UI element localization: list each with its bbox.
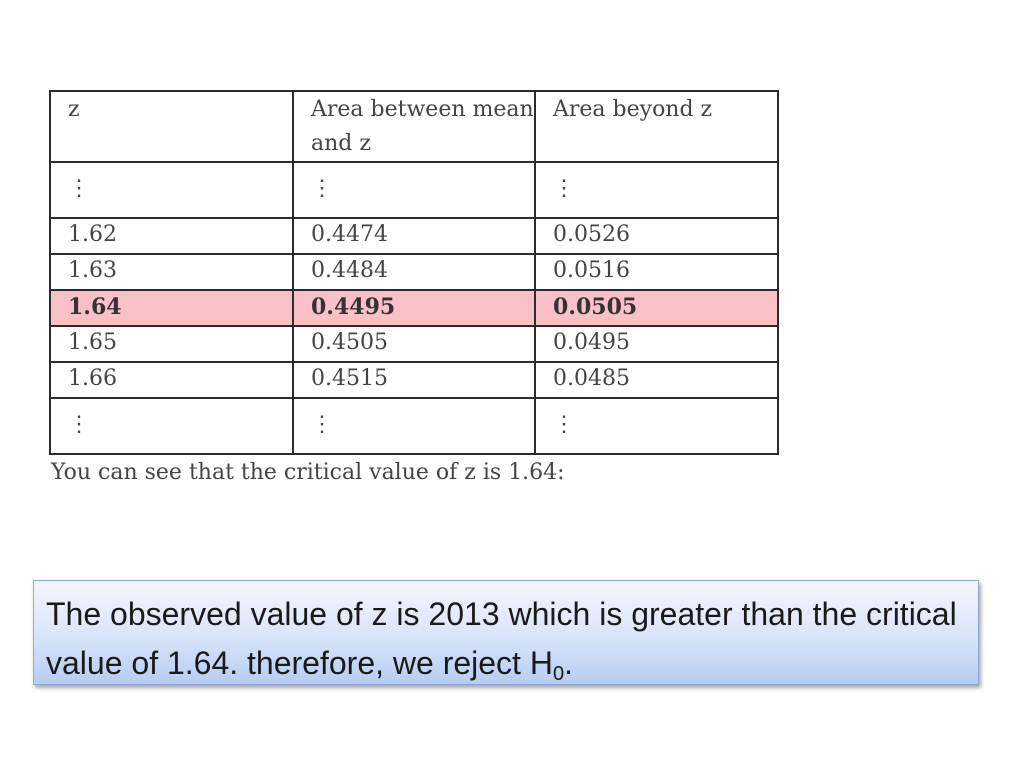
cell-z: 1.66 bbox=[49, 361, 294, 399]
table-caption: You can see that the critical value of z… bbox=[51, 460, 565, 485]
table-row: 1.62 0.4474 0.0526 bbox=[49, 217, 779, 255]
z-table: z Area between mean and z Area beyond z … bbox=[49, 90, 779, 455]
conclusion-end: . bbox=[564, 645, 573, 681]
cell-z: 1.63 bbox=[49, 253, 294, 291]
ellipsis-mark: ⋮ bbox=[311, 176, 333, 201]
cell-area-beyond: 0.0516 bbox=[534, 253, 779, 291]
conclusion-text: The observed value of z is 2013 which is… bbox=[46, 596, 957, 681]
cell-area-beyond: 0.0495 bbox=[534, 325, 779, 363]
cell-area-beyond: 0.0505 bbox=[534, 289, 779, 327]
ellipsis-mark: ⋮ bbox=[553, 412, 575, 437]
ellipsis-mark: ⋮ bbox=[553, 176, 575, 201]
header-z: z bbox=[49, 90, 294, 163]
cell-area-between: 0.4505 bbox=[292, 325, 536, 363]
cell-area-between: 0.4515 bbox=[292, 361, 536, 399]
table-row: 1.63 0.4484 0.0516 bbox=[49, 253, 779, 291]
cell-area-beyond: 0.0526 bbox=[534, 217, 779, 255]
ellipsis-cell: ⋮ bbox=[292, 161, 536, 219]
conclusion-box: The observed value of z is 2013 which is… bbox=[33, 580, 979, 685]
ellipsis-mark: ⋮ bbox=[68, 176, 90, 201]
header-area-between: Area between mean and z bbox=[292, 90, 536, 163]
ellipsis-cell: ⋮ bbox=[49, 397, 294, 455]
ellipsis-mark: ⋮ bbox=[68, 412, 90, 437]
cell-z: 1.64 bbox=[49, 289, 294, 327]
conclusion-subscript: 0 bbox=[552, 663, 565, 685]
table-row: 1.66 0.4515 0.0485 bbox=[49, 361, 779, 399]
cell-area-beyond: 0.0485 bbox=[534, 361, 779, 399]
ellipsis-cell: ⋮ bbox=[534, 161, 779, 219]
table-row-highlighted: 1.64 0.4495 0.0505 bbox=[49, 289, 779, 327]
table-header-row: z Area between mean and z Area beyond z bbox=[49, 90, 779, 163]
header-area-beyond: Area beyond z bbox=[534, 90, 779, 163]
cell-area-between: 0.4474 bbox=[292, 217, 536, 255]
ellipsis-cell: ⋮ bbox=[49, 161, 294, 219]
ellipsis-row-top: ⋮ ⋮ ⋮ bbox=[49, 161, 779, 219]
table-row: 1.65 0.4505 0.0495 bbox=[49, 325, 779, 363]
ellipsis-cell: ⋮ bbox=[534, 397, 779, 455]
cell-z: 1.62 bbox=[49, 217, 294, 255]
cell-area-between: 0.4495 bbox=[292, 289, 536, 327]
ellipsis-mark: ⋮ bbox=[311, 412, 333, 437]
ellipsis-cell: ⋮ bbox=[292, 397, 536, 455]
cell-area-between: 0.4484 bbox=[292, 253, 536, 291]
ellipsis-row-bottom: ⋮ ⋮ ⋮ bbox=[49, 397, 779, 455]
cell-z: 1.65 bbox=[49, 325, 294, 363]
